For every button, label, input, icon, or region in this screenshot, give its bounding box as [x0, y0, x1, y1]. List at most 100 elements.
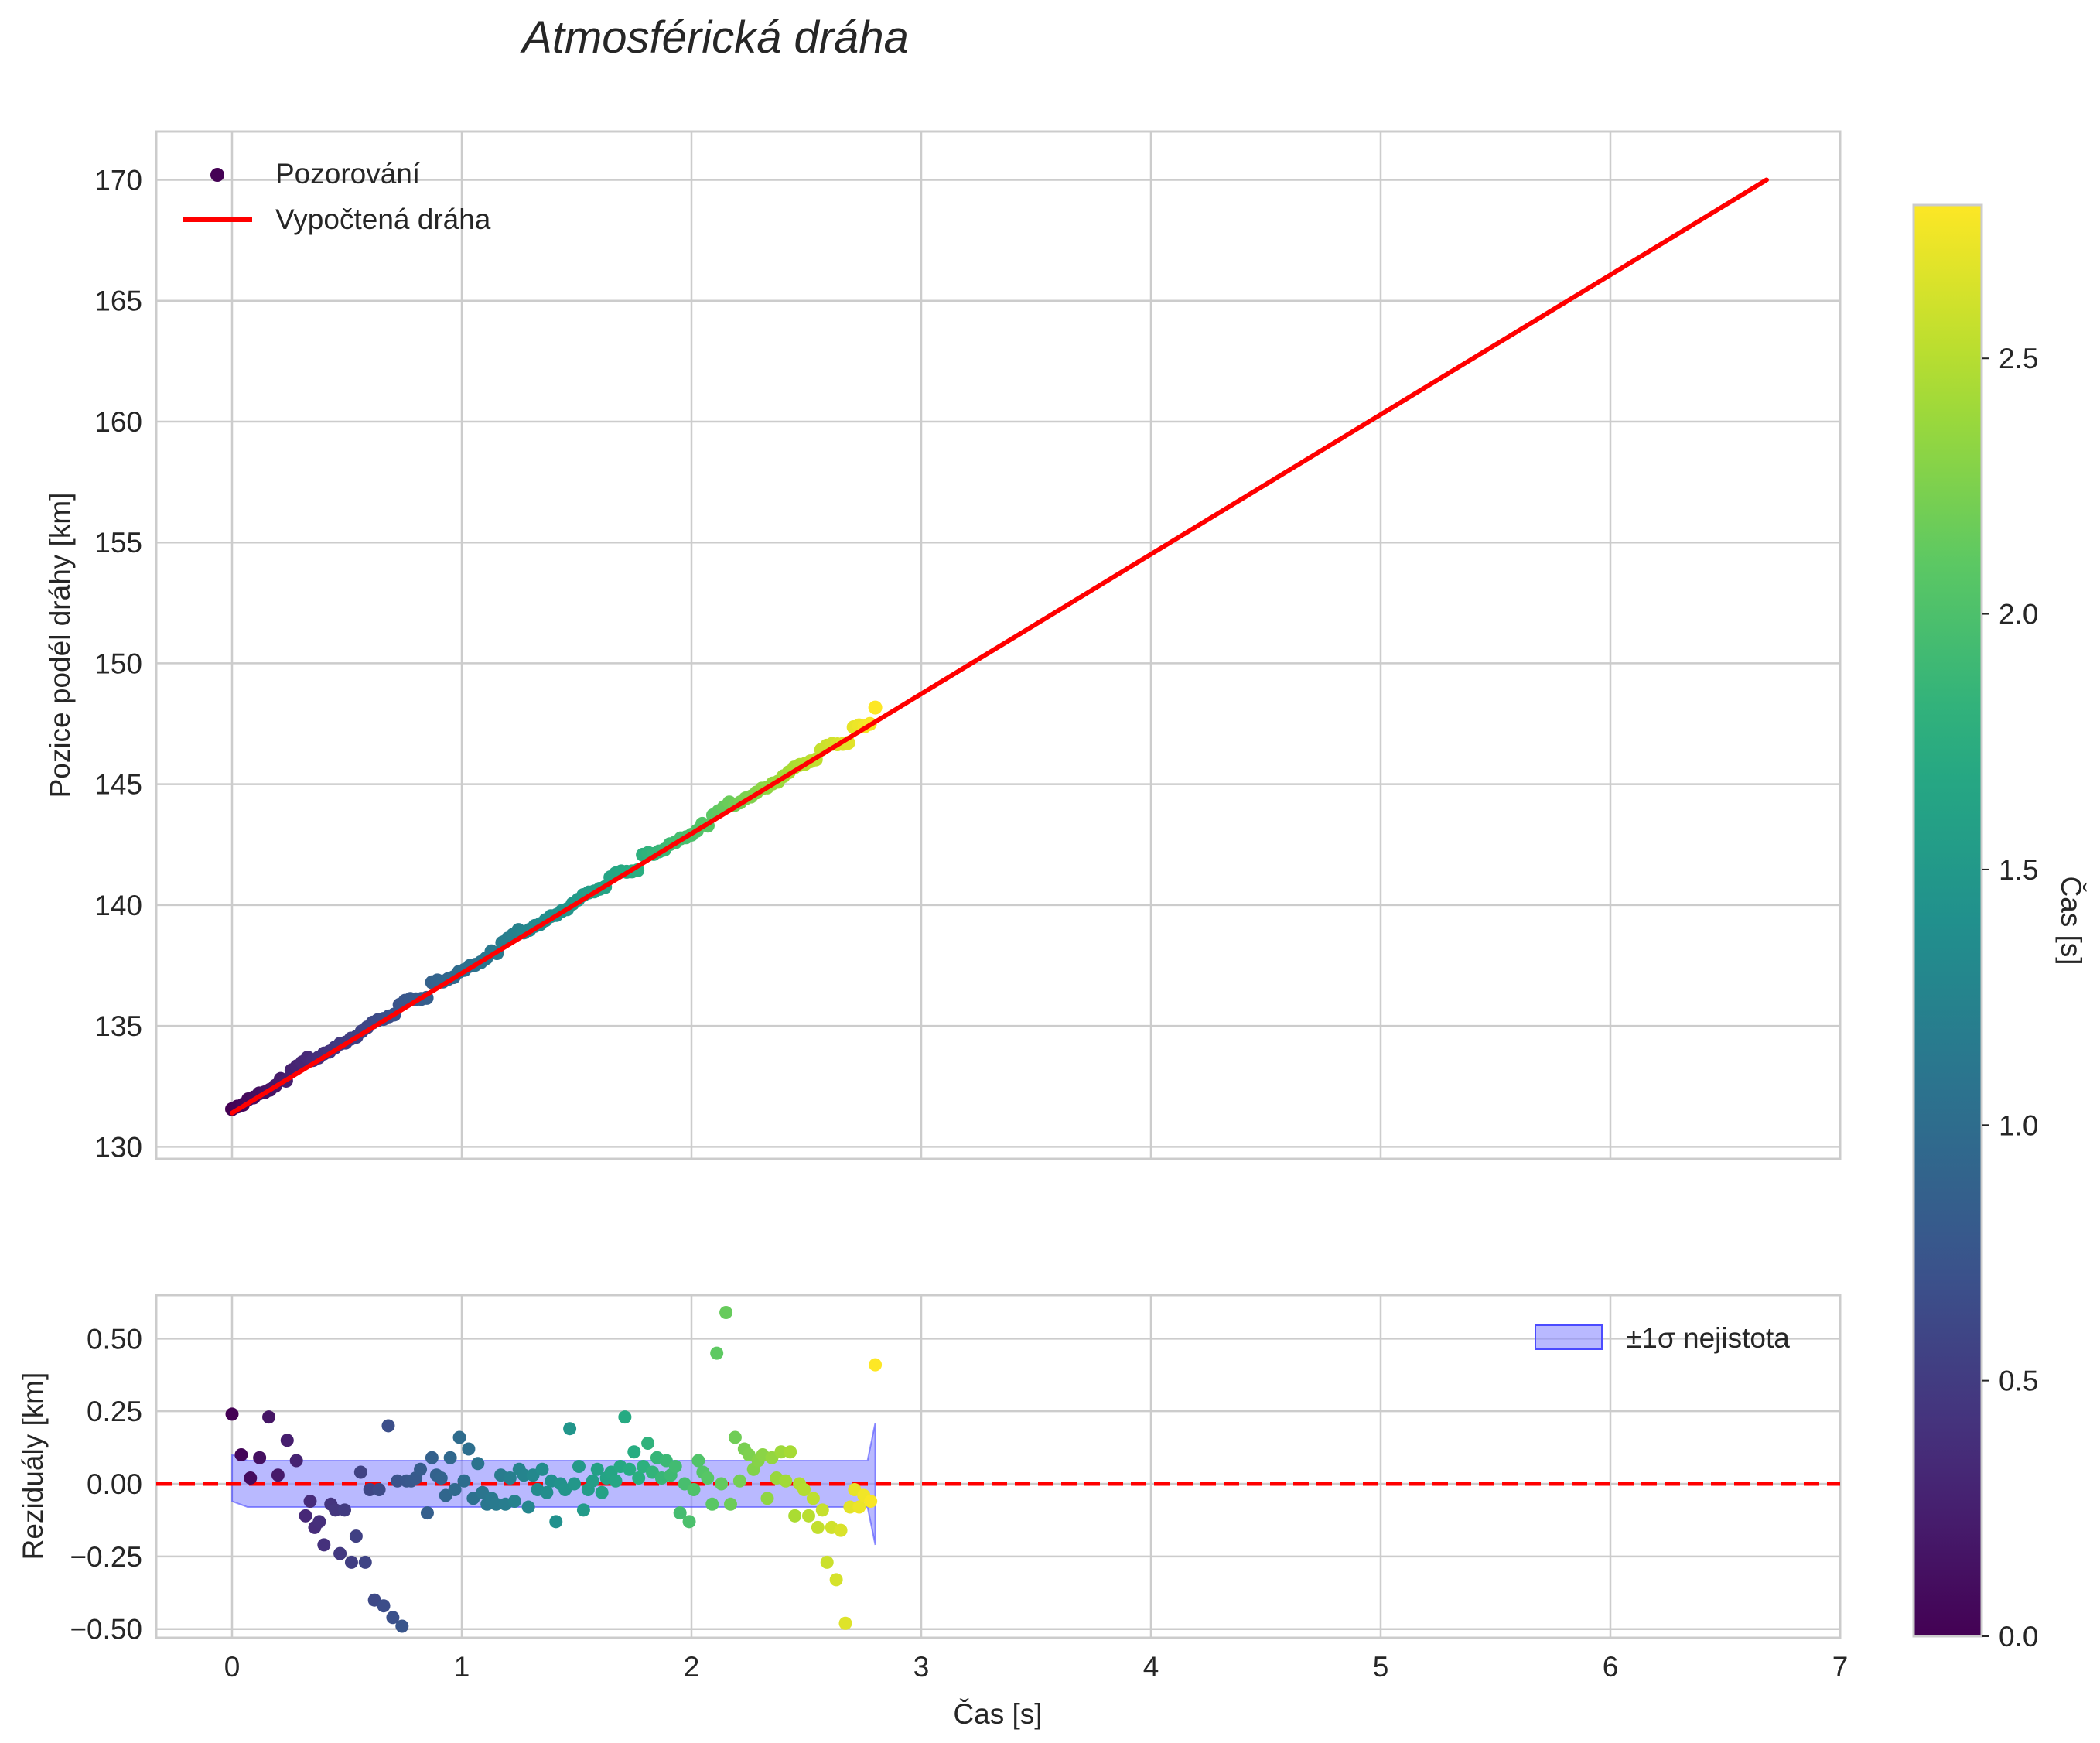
- x-tick-label-0: 0: [224, 1651, 241, 1683]
- legend-label-fit: Vypočtená dráha: [275, 203, 491, 235]
- residual-point: [864, 1495, 878, 1509]
- fit-line: [230, 177, 1769, 1116]
- residual-point: [317, 1538, 331, 1552]
- residual-point: [838, 1616, 852, 1630]
- legend-marker-observations: [210, 168, 224, 182]
- y-tick-label-1: 135: [94, 1010, 142, 1042]
- y-tick-label-2: 140: [94, 890, 142, 921]
- residual-point: [701, 1471, 715, 1485]
- residual-point: [673, 1506, 687, 1520]
- residual-point: [443, 1451, 457, 1464]
- residual-point: [788, 1509, 802, 1523]
- y-tick-label-3: 145: [94, 769, 142, 801]
- trajectory-y-ticks: 130 135 140 145 150 155 160 165 170: [94, 164, 142, 1163]
- y-tick-label-6: 160: [94, 406, 142, 438]
- residual-point: [715, 1477, 729, 1491]
- residual-point: [280, 1434, 294, 1447]
- trajectory-fit-line: [230, 177, 1769, 1116]
- colorbar-ticks: 0.0 0.5 1.0 1.5 2.0 2.5: [1982, 343, 2038, 1652]
- residual-points: [225, 1306, 883, 1633]
- residual-point: [779, 1474, 793, 1488]
- residual-point: [434, 1471, 448, 1485]
- colorbar-tick-label-5: 2.5: [1999, 343, 2038, 374]
- res-y-tick-label-1: −0.25: [70, 1541, 142, 1573]
- x-axis-label: Čas [s]: [953, 1698, 1042, 1730]
- x-tick-label-7: 7: [1832, 1651, 1849, 1683]
- colorbar: 0.0 0.5 1.0 1.5 2.0 2.5 Čas [s]: [1912, 203, 2087, 1652]
- residual-point: [834, 1523, 848, 1537]
- y-tick-label-0: 130: [94, 1131, 142, 1163]
- residual-point: [225, 1407, 239, 1421]
- residual-point: [806, 1492, 820, 1505]
- residual-point: [271, 1468, 285, 1482]
- residual-point: [820, 1555, 834, 1569]
- residual-point: [507, 1495, 521, 1509]
- residual-point: [381, 1419, 395, 1433]
- y-tick-label-7: 165: [94, 285, 142, 317]
- residual-point: [641, 1436, 655, 1450]
- x-tick-label-3: 3: [913, 1651, 930, 1683]
- residual-point: [586, 1474, 599, 1488]
- res-y-tick-label-2: 0.00: [87, 1468, 142, 1500]
- y-tick-label-8: 170: [94, 164, 142, 196]
- residual-point: [623, 1462, 637, 1476]
- trajectory-panel: 130 135 140 145 150 155 160 165 170 Pozice podél…: [44, 130, 1842, 1163]
- legend-label-observations: Pozorování: [275, 158, 421, 190]
- residual-point: [372, 1483, 386, 1497]
- residual-point: [563, 1422, 577, 1436]
- residual-point: [329, 1503, 343, 1517]
- trajectory-y-label: Pozice podél dráhy [km]: [44, 493, 76, 798]
- residual-point: [333, 1546, 347, 1560]
- residual-point: [377, 1599, 391, 1613]
- residuals-panel: −0.50 −0.25 0.00 0.25 0.50 0 1 2 3 4 5 6 7 Reziduál…: [17, 1294, 1849, 1730]
- residual-point: [719, 1306, 733, 1320]
- residual-point: [344, 1555, 358, 1569]
- residual-point: [395, 1619, 409, 1633]
- residual-point: [521, 1500, 535, 1514]
- residual-point: [627, 1445, 641, 1459]
- colorbar-tick-label-2: 1.0: [1999, 1109, 2038, 1141]
- residual-point: [852, 1500, 866, 1514]
- residual-point: [568, 1477, 582, 1491]
- residual-point: [723, 1497, 737, 1511]
- residual-point: [760, 1492, 774, 1505]
- residual-point: [576, 1503, 590, 1517]
- residual-point: [710, 1346, 724, 1360]
- residual-point: [312, 1515, 326, 1529]
- x-tick-label-2: 2: [684, 1651, 700, 1683]
- residual-point: [811, 1520, 825, 1534]
- residuals-y-ticks: −0.50 −0.25 0.00 0.25 0.50: [70, 1323, 142, 1645]
- colorbar-tick-label-0: 0.0: [1999, 1621, 2038, 1652]
- residual-point: [448, 1483, 462, 1497]
- residuals-y-label: Reziduály [km]: [17, 1372, 49, 1560]
- x-tick-label-5: 5: [1373, 1651, 1389, 1683]
- trajectory-legend: Pozorování Vypočtená dráha: [183, 158, 491, 235]
- x-tick-label-6: 6: [1603, 1651, 1619, 1683]
- residual-point: [632, 1471, 646, 1485]
- residual-point: [299, 1509, 312, 1523]
- residual-point: [535, 1462, 549, 1476]
- residual-point: [420, 1506, 434, 1520]
- residual-point: [609, 1474, 623, 1488]
- x-tick-label-1: 1: [454, 1651, 470, 1683]
- colorbar-gradient: [1912, 203, 1983, 1638]
- colorbar-label: Čas [s]: [2055, 876, 2087, 965]
- residual-point: [262, 1410, 276, 1424]
- residual-point: [289, 1454, 303, 1468]
- residual-point: [797, 1483, 811, 1497]
- legend-patch-uncertainty: [1535, 1324, 1603, 1350]
- colorbar-tick-label-4: 2.0: [1999, 599, 2038, 631]
- colorbar-tick-label-3: 1.5: [1999, 854, 2038, 886]
- residual-point: [540, 1485, 554, 1499]
- residual-point: [503, 1471, 517, 1485]
- residual-point: [353, 1465, 367, 1479]
- residual-point: [732, 1474, 746, 1488]
- residual-point: [253, 1451, 267, 1464]
- residual-point: [595, 1485, 609, 1499]
- residual-point: [386, 1611, 400, 1625]
- y-tick-label-5: 155: [94, 527, 142, 559]
- res-y-tick-label-0: −0.50: [70, 1614, 142, 1646]
- residual-point: [452, 1430, 466, 1444]
- residual-point: [349, 1529, 363, 1543]
